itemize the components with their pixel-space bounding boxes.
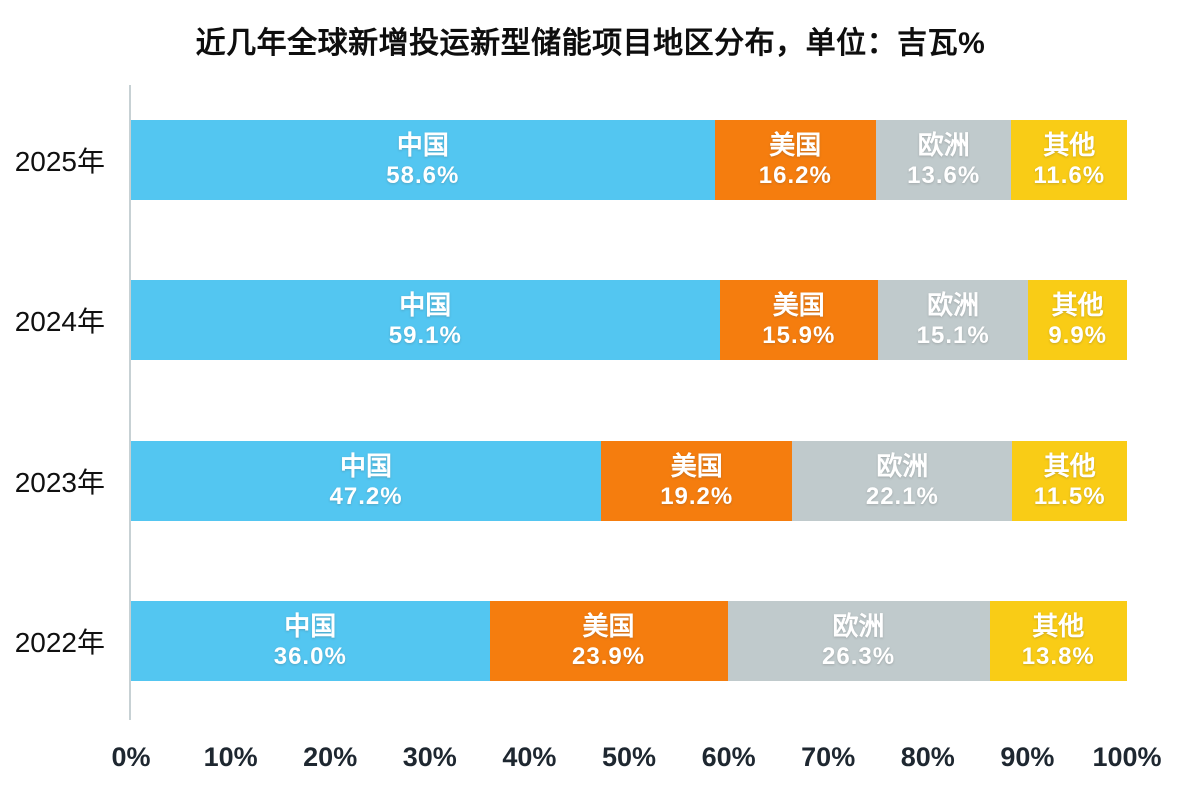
segment-value: 11.5% <box>1033 483 1106 510</box>
x-tick-label: 90% <box>1000 742 1055 772</box>
segment-europe: 欧洲 26.3% <box>727 601 990 681</box>
year-label: 2025年 <box>14 146 105 177</box>
segment-value: 58.6% <box>386 162 460 189</box>
bar-track: 中国 58.6% 美国 16.2% 欧洲 13.6% 其他 11.6% <box>131 120 1127 200</box>
segment-name: 美国 <box>769 130 822 160</box>
segment-value: 15.1% <box>916 322 990 349</box>
segment-usa: 美国 16.2% <box>714 120 876 200</box>
segment-others: 其他 11.5% <box>1012 441 1127 521</box>
segment-china: 中国 47.2% <box>131 441 602 521</box>
segment-china: 中国 59.1% <box>131 280 720 360</box>
bar-track: 中国 36.0% 美国 23.9% 欧洲 26.3% 其他 13.8% <box>131 601 1127 681</box>
segment-name: 其他 <box>1043 130 1096 160</box>
x-tick-label: 80% <box>900 742 955 772</box>
bar-row: 2025年 中国 58.6% 美国 16.2% 欧洲 13.6% 其他 11.6% <box>0 120 1127 200</box>
bar-track: 中国 47.2% 美国 19.2% 欧洲 22.1% 其他 11.5% <box>131 441 1127 521</box>
bar-row: 2024年 中国 59.1% 美国 15.9% 欧洲 15.1% 其他 9.9% <box>0 280 1127 360</box>
year-label: 2023年 <box>14 467 105 498</box>
x-tick-label: 20% <box>303 742 358 772</box>
segment-usa: 美国 15.9% <box>719 280 878 360</box>
segment-name: 欧洲 <box>917 130 970 160</box>
x-tick-label: 50% <box>601 742 657 772</box>
segment-name: 中国 <box>340 451 393 481</box>
x-tick-label: 10% <box>203 742 258 772</box>
segment-name: 中国 <box>396 130 449 160</box>
segment-value: 13.6% <box>907 162 981 189</box>
segment-value: 19.2% <box>660 483 734 510</box>
segment-name: 中国 <box>284 611 337 641</box>
segment-others: 其他 11.6% <box>1011 120 1127 200</box>
chart-title: 近几年全球新增投运新型储能项目地区分布，单位：吉瓦% <box>195 27 986 60</box>
segment-china: 中国 36.0% <box>131 601 490 681</box>
segment-value: 13.8% <box>1021 643 1095 670</box>
segment-value: 59.1% <box>388 322 462 349</box>
segment-name: 美国 <box>670 451 723 481</box>
segment-others: 其他 9.9% <box>1028 280 1127 360</box>
segment-value: 23.9% <box>572 643 646 670</box>
x-tick-label: 0% <box>111 742 151 772</box>
segment-value: 15.9% <box>762 322 836 349</box>
segment-name: 其他 <box>1032 611 1085 641</box>
segment-value: 47.2% <box>329 483 403 510</box>
bar-track: 中国 59.1% 美国 15.9% 欧洲 15.1% 其他 9.9% <box>131 280 1127 360</box>
segment-name: 其他 <box>1051 290 1104 320</box>
segment-name: 中国 <box>399 290 452 320</box>
segment-name: 美国 <box>582 611 635 641</box>
segment-europe: 欧洲 15.1% <box>877 280 1029 360</box>
year-label: 2022年 <box>14 627 105 658</box>
segment-value: 11.6% <box>1033 162 1106 189</box>
y-axis-line <box>129 85 131 720</box>
segment-name: 美国 <box>772 290 825 320</box>
segment-value: 16.2% <box>758 162 832 189</box>
segment-others: 其他 13.8% <box>989 601 1127 681</box>
segment-europe: 欧洲 22.1% <box>792 441 1013 521</box>
segment-europe: 欧洲 13.6% <box>875 120 1012 200</box>
segment-name: 欧洲 <box>832 611 885 641</box>
segment-usa: 美国 19.2% <box>601 441 793 521</box>
year-label: 2024年 <box>14 306 105 337</box>
x-tick-label: 100% <box>1092 742 1162 772</box>
segment-china: 中国 58.6% <box>131 120 715 200</box>
x-tick-label: 60% <box>701 742 756 772</box>
x-tick-label: 30% <box>402 742 457 772</box>
segment-name: 欧洲 <box>927 290 980 320</box>
segment-usa: 美国 23.9% <box>489 601 728 681</box>
segment-name: 欧洲 <box>876 451 929 481</box>
segment-value: 36.0% <box>273 643 347 670</box>
segment-value: 26.3% <box>822 643 896 670</box>
bar-row: 2022年 中国 36.0% 美国 23.9% 欧洲 26.3% 其他 13.8% <box>0 601 1127 681</box>
bar-row: 2023年 中国 47.2% 美国 19.2% 欧洲 22.1% 其他 11.5% <box>0 441 1127 521</box>
segment-value: 9.9% <box>1048 322 1108 349</box>
segment-name: 其他 <box>1043 451 1096 481</box>
x-tick-label: 40% <box>502 742 557 772</box>
segment-value: 22.1% <box>865 483 939 510</box>
x-tick-label: 70% <box>801 742 856 772</box>
